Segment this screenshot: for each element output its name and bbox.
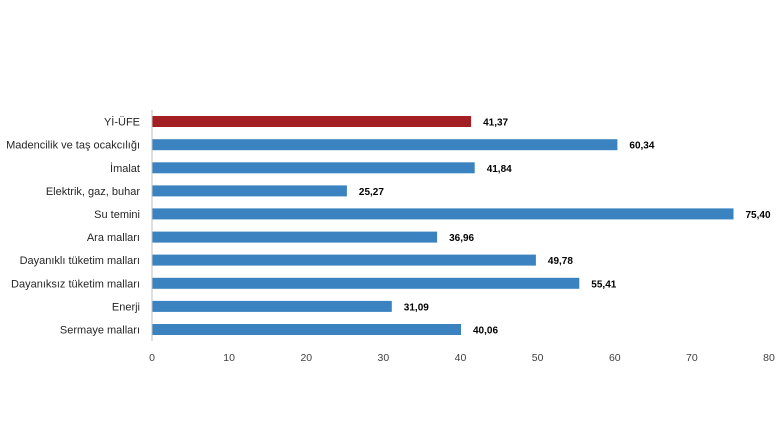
category-label-9: Sermaye malları: [60, 325, 140, 337]
category-label-6: Dayanıklı tüketim malları: [20, 255, 140, 267]
x-tick-label-2: 20: [300, 352, 312, 364]
value-label-2: 41,84: [487, 164, 512, 175]
category-labels: Yİ-ÜFE Madencilik ve taş ocakcılığı İmalat…: [6, 116, 140, 337]
value-label-9: 40,06: [473, 326, 498, 337]
category-label-0: Yİ-ÜFE: [104, 116, 140, 129]
category-label-4: Su temini: [94, 209, 140, 221]
x-tick-label-3: 30: [378, 352, 390, 364]
value-label-5: 36,96: [449, 233, 474, 244]
bar-3: [152, 185, 347, 197]
bar-4: [152, 208, 734, 220]
bar-9: [152, 324, 461, 335]
category-label-3: Elektrik, gaz, buhar: [46, 186, 140, 198]
x-tick-label-8: 80: [763, 352, 775, 364]
bar-5: [152, 231, 438, 243]
x-tick-label-7: 70: [686, 352, 698, 364]
value-labels: 41,37 60,34 41,84 25,27 75,40 36,96 49,78 55,41…: [359, 118, 771, 337]
x-tick-label-1: 10: [223, 352, 235, 364]
x-tick-label-6: 60: [609, 352, 621, 364]
category-label-1: Madencilik ve taş ocakcılığı: [6, 140, 140, 152]
value-label-0: 41,37: [483, 118, 508, 129]
bar-0: [152, 116, 472, 127]
category-label-7: Dayanıksız tüketim malları: [11, 278, 140, 290]
x-tick-label-0: 0: [149, 352, 155, 364]
x-tick-label-4: 40: [455, 352, 467, 364]
value-label-7: 55,41: [591, 279, 616, 290]
value-label-1: 60,34: [629, 141, 654, 152]
value-label-8: 31,09: [404, 302, 429, 313]
category-label-2: İmalat: [110, 162, 140, 175]
category-label-8: Enerji: [112, 301, 140, 313]
bar-8: [152, 300, 392, 312]
x-tick-label-5: 50: [532, 352, 544, 364]
bar-1: [152, 139, 618, 151]
bar-2: [152, 162, 475, 174]
value-label-3: 25,27: [359, 187, 384, 198]
bar-7: [152, 277, 580, 289]
bars: [152, 116, 734, 335]
x-axis-ticks: 0 10 20 30 40 50 60 70 80: [149, 352, 775, 364]
value-label-6: 49,78: [548, 256, 573, 267]
category-label-5: Ara malları: [87, 232, 140, 244]
bar-6: [152, 254, 536, 266]
value-label-4: 75,40: [746, 210, 771, 221]
